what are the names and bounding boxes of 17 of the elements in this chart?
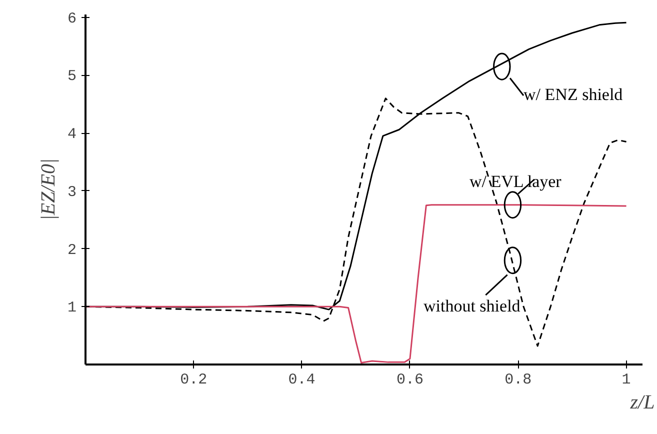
- y-tick-label: 3: [68, 184, 77, 201]
- y-tick-label: 6: [68, 10, 77, 28]
- x-tick-label: 0.6: [396, 372, 424, 388]
- y-tick-label: 2: [68, 242, 77, 259]
- series-label: without shield: [423, 296, 521, 316]
- x-axis-title: z/L: [629, 392, 655, 414]
- x-tick-label: 0.2: [180, 372, 208, 388]
- legend-label: w/ ENZ shield: [524, 85, 624, 104]
- y-tick-label: 1: [68, 300, 77, 317]
- x-tick-label: 1: [622, 372, 631, 388]
- y-tick-label: 5: [68, 68, 77, 86]
- x-tick-label: 0.4: [288, 372, 316, 388]
- series-label: w/ EVL layer: [469, 172, 562, 191]
- y-axis-title: |EZ/E0|: [38, 158, 60, 221]
- x-tick-label: 0.8: [504, 372, 532, 388]
- line-series: [86, 204, 628, 364]
- y-tick-label: 4: [68, 126, 77, 144]
